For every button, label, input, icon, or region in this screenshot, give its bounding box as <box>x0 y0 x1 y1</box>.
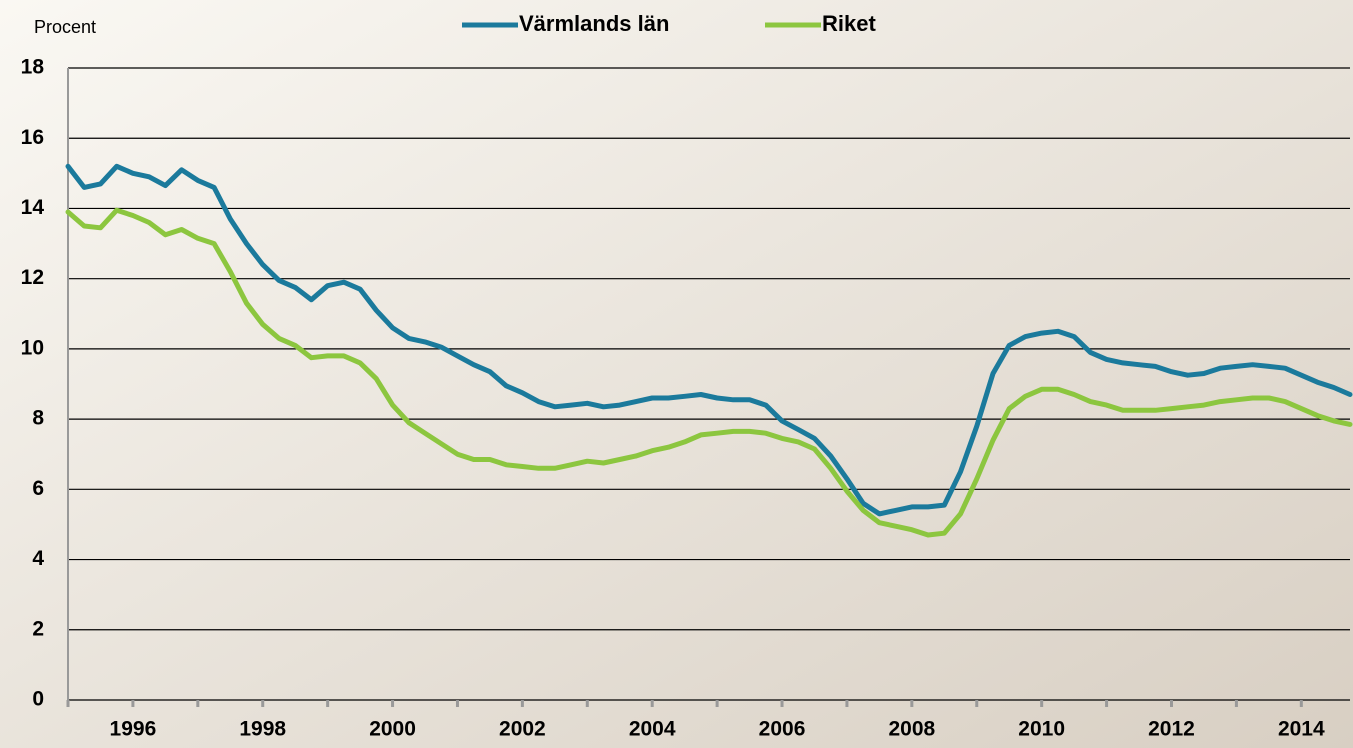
y-tick-label: 12 <box>21 266 44 289</box>
legend-label: Riket <box>822 11 876 36</box>
legend-label: Värmlands län <box>519 11 669 36</box>
series-line <box>65 163 1353 517</box>
y-tick-label: 16 <box>21 126 44 149</box>
x-tick-label: 2000 <box>369 718 416 741</box>
x-tick-label: 1998 <box>239 718 286 741</box>
x-tick-label: 2012 <box>1148 718 1195 741</box>
x-tick-label: 2006 <box>759 718 806 741</box>
x-tick-label: 2002 <box>499 718 546 741</box>
x-tick-label: 2010 <box>1018 718 1065 741</box>
x-tick-label: 2004 <box>629 718 676 741</box>
series-line <box>65 207 1353 538</box>
y-tick-label: 0 <box>32 688 44 711</box>
y-tick-label: 6 <box>32 477 44 500</box>
y-tick-label: 8 <box>32 407 44 430</box>
y-axis-label: Procent <box>34 17 96 37</box>
y-tick-label: 2 <box>32 617 44 640</box>
y-tick-label: 10 <box>21 336 44 359</box>
x-tick-label: 1996 <box>110 718 157 741</box>
x-tick-label: 2008 <box>888 718 935 741</box>
y-tick-label: 14 <box>21 196 45 219</box>
y-tick-label: 18 <box>21 56 45 79</box>
x-tick-label: 2014 <box>1278 718 1325 741</box>
y-tick-label: 4 <box>32 547 44 570</box>
